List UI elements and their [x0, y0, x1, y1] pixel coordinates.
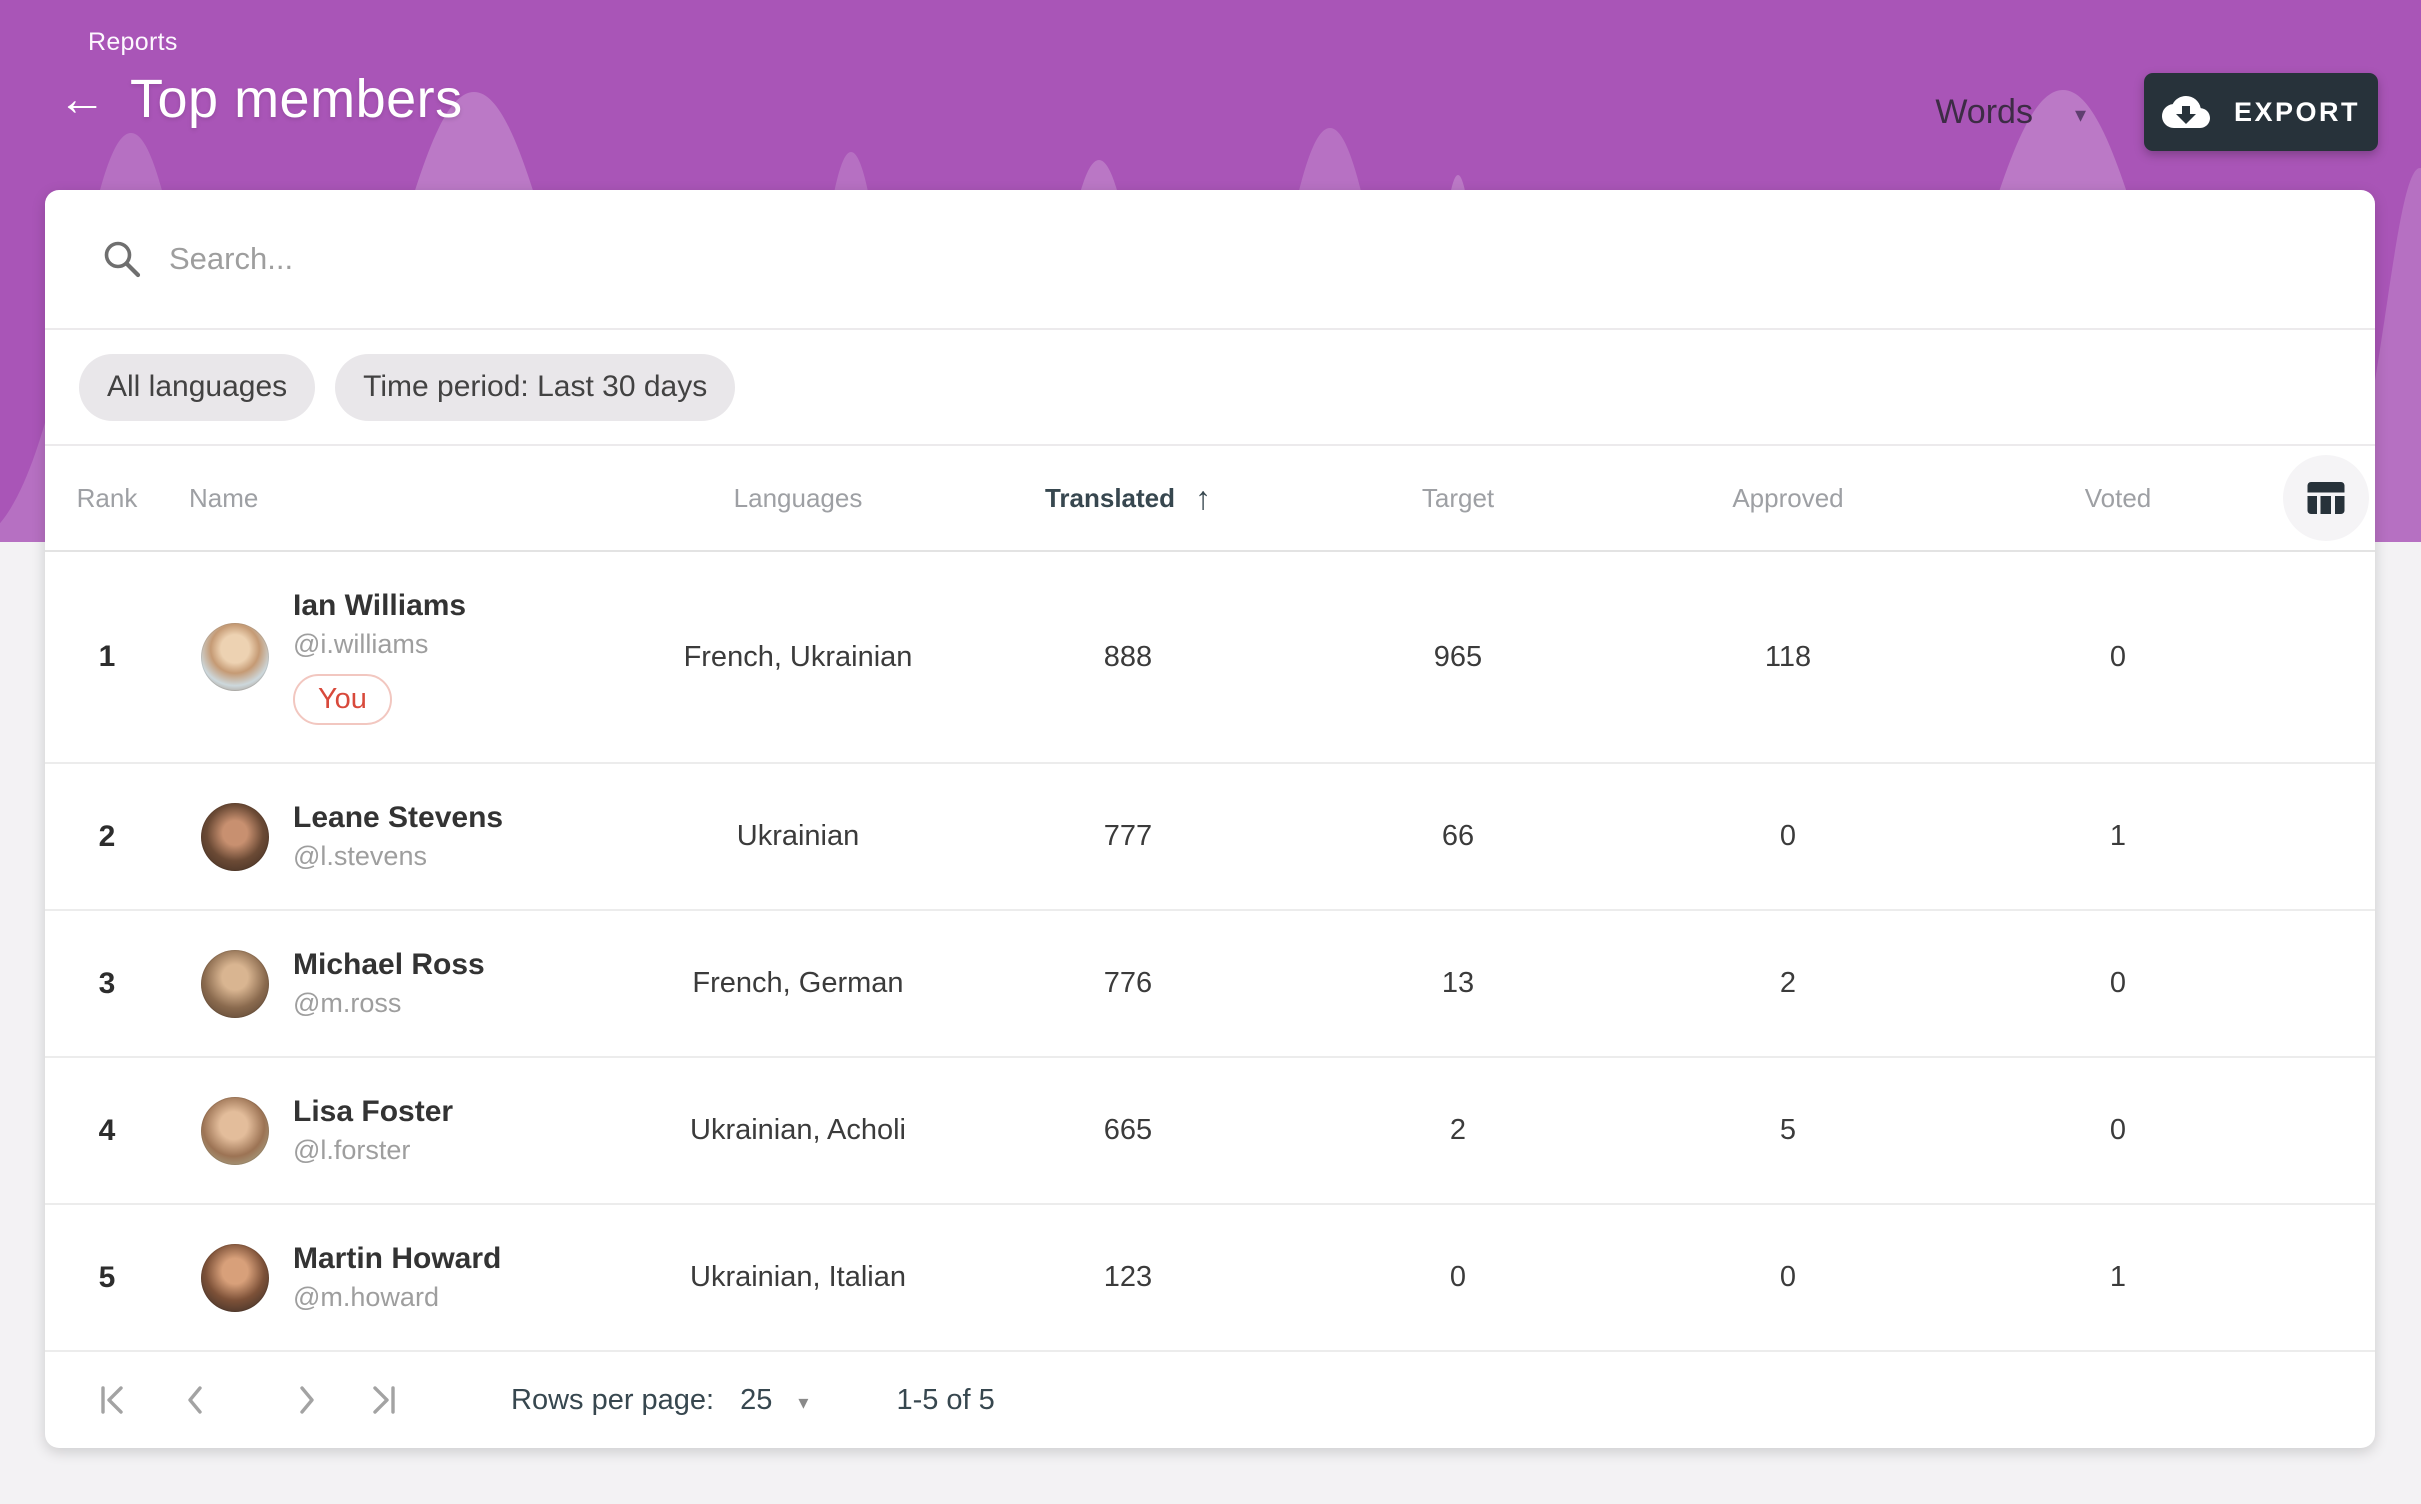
translated-cell: 777 [1103, 820, 1153, 853]
translated-cell: 123 [1103, 1261, 1153, 1294]
filter-chip-time-period[interactable]: Time period: Last 30 days [335, 353, 736, 421]
voted-cell: 0 [2109, 1114, 2127, 1147]
breadcrumb[interactable]: Reports [88, 28, 178, 56]
member-username: @l.forster [293, 1135, 411, 1166]
export-button[interactable]: EXPORT [2144, 73, 2378, 151]
first-page-icon [101, 1386, 123, 1414]
voted-cell: 1 [2109, 820, 2127, 853]
first-page-button[interactable] [95, 1381, 133, 1419]
last-page-icon [373, 1386, 395, 1414]
filter-chips: All languages Time period: Last 30 days [45, 330, 2375, 446]
languages-cell: Ukrainian, Italian [690, 1261, 906, 1294]
page-title: Top members [130, 69, 463, 129]
chevron-right-icon [300, 1386, 314, 1414]
target-cell: 66 [1441, 820, 1475, 853]
column-settings-button[interactable] [2283, 455, 2369, 541]
approved-cell: 0 [1779, 1261, 1797, 1294]
unit-selector-value[interactable]: Words [1935, 92, 2033, 131]
last-page-button[interactable] [363, 1381, 401, 1419]
approved-cell: 118 [1764, 640, 1812, 673]
filter-chip-label: Time period: Last 30 days [363, 370, 708, 403]
member-name[interactable]: Michael Ross [293, 948, 485, 982]
languages-cell: Ukrainian, Acholi [690, 1114, 906, 1147]
languages-cell: French, Ukrainian [683, 640, 913, 673]
search-input[interactable] [169, 241, 2335, 277]
target-cell: 2 [1449, 1114, 1467, 1147]
translated-cell: 665 [1103, 1114, 1153, 1147]
approved-cell: 0 [1779, 820, 1797, 853]
target-cell: 13 [1441, 967, 1475, 1000]
avatar [201, 802, 269, 871]
member-username: @l.stevens [293, 841, 427, 872]
target-cell: 0 [1449, 1261, 1467, 1294]
approved-cell: 2 [1779, 967, 1797, 1000]
member-cell: Ian Williams @i.williams You [169, 589, 633, 726]
avatar [201, 949, 269, 1018]
rank-cell: 4 [98, 1113, 116, 1147]
translated-cell: 776 [1103, 967, 1153, 1000]
member-username: @m.ross [293, 988, 402, 1019]
column-header-name[interactable]: Name [189, 482, 259, 513]
member-cell: Martin Howard @m.howard [169, 1242, 633, 1313]
member-cell: Lisa Foster @l.forster [169, 1095, 633, 1166]
member-username: @i.williams [293, 629, 429, 660]
member-name[interactable]: Lisa Foster [293, 1095, 454, 1129]
filter-chip-label: All languages [107, 370, 288, 403]
member-name[interactable]: Ian Williams [293, 589, 467, 623]
languages-cell: Ukrainian [736, 820, 860, 853]
next-page-button[interactable] [287, 1381, 325, 1419]
chevron-down-icon[interactable]: ▾ [2074, 102, 2086, 127]
rank-cell: 2 [98, 819, 116, 853]
translated-cell: 888 [1103, 640, 1153, 673]
rank-cell: 1 [98, 640, 116, 674]
sort-ascending-icon: ↑ [1195, 479, 1212, 516]
member-name[interactable]: Martin Howard [293, 1242, 502, 1276]
member-cell: Leane Stevens @l.stevens [169, 801, 633, 872]
table-header: Rank Name Languages Translated ↑ Target … [45, 446, 2375, 552]
rank-cell: 3 [98, 966, 116, 1000]
rank-cell: 5 [98, 1260, 116, 1294]
table-columns-icon [2307, 482, 2345, 514]
table-row[interactable]: 2 Leane Stevens @l.stevens Ukrainian 777… [45, 764, 2375, 912]
column-header-translated[interactable]: Translated ↑ [963, 480, 1293, 517]
avatar [201, 1096, 269, 1165]
filter-chip-languages[interactable]: All languages [79, 353, 316, 421]
previous-page-button[interactable] [177, 1381, 215, 1419]
search-bar [45, 190, 2375, 330]
cloud-download-icon [2161, 96, 2210, 128]
column-header-target[interactable]: Target [1421, 482, 1495, 513]
avatar [201, 1243, 269, 1312]
pagination-bar: Rows per page: 25 ▾ 1-5 of 5 [45, 1352, 2375, 1448]
table-row[interactable]: 4 Lisa Foster @l.forster Ukrainian, Acho… [45, 1058, 2375, 1206]
rows-per-page-label: Rows per page: [511, 1383, 715, 1416]
member-username: @m.howard [293, 1282, 439, 1313]
chevron-left-icon [188, 1386, 202, 1414]
table-row[interactable]: 1 Ian Williams @i.williams You French, U… [45, 552, 2375, 765]
pagination-range: 1-5 of 5 [896, 1383, 995, 1416]
table-row[interactable]: 3 Michael Ross @m.ross French, German 77… [45, 911, 2375, 1059]
column-header-approved[interactable]: Approved [1732, 482, 1844, 513]
member-cell: Michael Ross @m.ross [169, 948, 633, 1019]
voted-cell: 1 [2109, 1261, 2127, 1294]
column-header-voted[interactable]: Voted [2084, 482, 2152, 513]
member-name[interactable]: Leane Stevens [293, 801, 504, 835]
voted-cell: 0 [2109, 967, 2127, 1000]
column-header-languages[interactable]: Languages [733, 482, 863, 513]
languages-cell: French, German [692, 967, 904, 1000]
table-row[interactable]: 5 Martin Howard @m.howard Ukrainian, Ita… [45, 1205, 2375, 1353]
unit-selector-dropdown[interactable]: Words ▾ [1935, 93, 2086, 132]
you-badge: You [293, 674, 392, 726]
target-cell: 965 [1433, 640, 1483, 673]
search-icon [104, 241, 141, 278]
avatar [201, 623, 269, 692]
column-header-rank[interactable]: Rank [76, 482, 138, 513]
back-arrow-icon[interactable]: ← [58, 73, 106, 126]
column-header-translated-label: Translated [1044, 482, 1176, 513]
export-button-label: EXPORT [2233, 96, 2361, 127]
voted-cell: 0 [2109, 640, 2127, 673]
chevron-down-icon[interactable]: ▾ [798, 1391, 809, 1414]
approved-cell: 5 [1779, 1114, 1797, 1147]
report-card: All languages Time period: Last 30 days … [45, 190, 2375, 1448]
rows-per-page-value[interactable]: 25 [740, 1383, 773, 1416]
